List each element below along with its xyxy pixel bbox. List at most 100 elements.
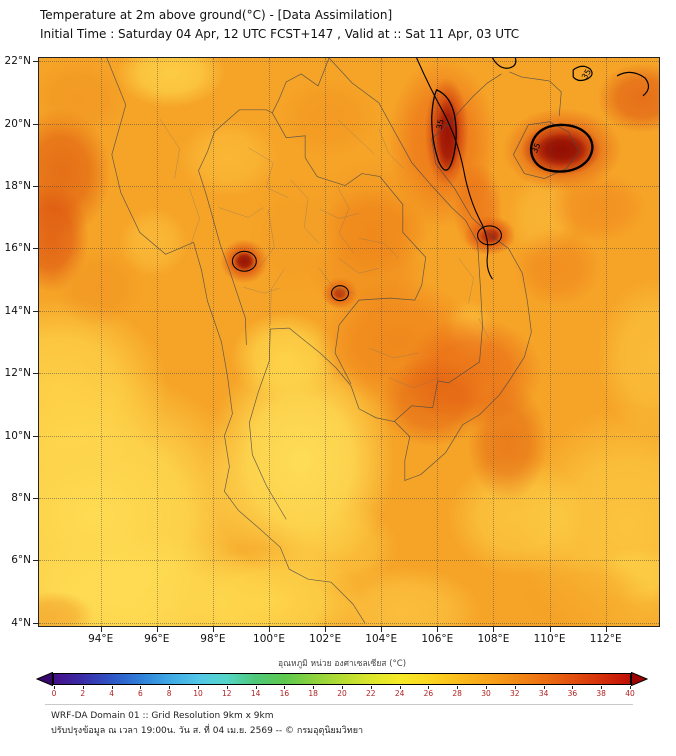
gridline-lon [437, 58, 439, 626]
colorbar-left-arrow [36, 672, 53, 686]
lat-tick-label: 12°N [4, 367, 31, 380]
colorbar-tick-label: 8 [166, 689, 172, 698]
lat-tick-mark [33, 498, 38, 500]
colorbar-tick-label: 18 [308, 689, 318, 698]
lat-tick-mark [33, 123, 38, 125]
lat-tick-label: 18°N [4, 179, 31, 192]
colorbar-tick-label: 28 [452, 689, 462, 698]
lon-tick-label: 102°E [309, 633, 342, 645]
colorbar-block: อุณหภูมิ หน่วย องศาเซลเซียส (°C) 0 2 4 6 8 10… [36, 656, 648, 702]
lat-tick-mark [33, 310, 38, 312]
colorbar-ticks: 0 2 4 6 8 10 12 14 16 18 20 22 24 26 28 30 32 34 36 38 40 [51, 686, 635, 702]
colorbar-tick-label: 0 [51, 689, 57, 698]
lon-tick-label: 112°E [589, 633, 622, 645]
lat-tick-label: 8°N [11, 492, 31, 505]
gridline-lon [493, 58, 495, 626]
figure-footer: WRF-DA Domain 01 :: Grid Resolution 9km … [45, 704, 633, 740]
colorbar-tick-label: 6 [138, 689, 143, 698]
colorbar-tick-mark [572, 686, 574, 689]
gridline-lon [269, 58, 271, 626]
gridline-lat [39, 560, 659, 562]
colorbar-tick-label: 24 [394, 689, 405, 698]
colorbar-tick-mark [630, 686, 631, 689]
gridline-lat [39, 185, 659, 187]
gridline-lat [39, 123, 659, 125]
colorbar-label: อุณหภูมิ หน่วย องศาเซลเซียส (°C) [277, 659, 407, 669]
colorbar-tick-mark [255, 686, 257, 689]
colorbar-tick-mark [342, 686, 343, 689]
footer-domain-info: WRF-DA Domain 01 :: Grid Resolution 9km … [51, 711, 274, 721]
colorbar-tick-mark [457, 686, 459, 689]
map-plot-area: 35 35 35 94°E 96°E 98°E 100°E 102°E 104°E 106°… [5, 55, 660, 645]
lat-tick-mark [33, 373, 38, 375]
gridline-lat [39, 622, 659, 624]
colorbar-tick-label: 16 [279, 689, 290, 698]
colorbar-tick-mark [601, 686, 603, 689]
colorbar-tick-label: 34 [538, 689, 549, 698]
lat-tick-mark [33, 185, 38, 187]
lon-tick-mark [549, 627, 551, 632]
colorbar-left-arrow-icon [36, 672, 53, 686]
lat-tick-mark [33, 435, 38, 437]
colorbar-tick-label: 36 [567, 689, 578, 698]
colorbar-tick-mark [486, 686, 487, 689]
map-subtitle: Initial Time : Saturday 04 Apr, 12 UTC F… [40, 27, 520, 42]
colorbar-tick-label: 40 [625, 689, 635, 698]
lon-tick-mark [381, 627, 383, 632]
lon-tick-label: 98°E [200, 633, 226, 645]
colorbar-row [36, 672, 648, 686]
lat-tick-mark [33, 560, 38, 562]
colorbar-tick-mark [140, 686, 142, 689]
gridline-lon [156, 58, 158, 626]
lat-tick-label: 20°N [4, 117, 31, 130]
gridline-lat [39, 373, 659, 375]
lat-tick-label: 4°N [11, 616, 31, 629]
colorbar-tick-label: 14 [250, 689, 261, 698]
gridline-lon [100, 58, 102, 626]
colorbar-tick-mark [514, 686, 516, 689]
colorbar-tick-label: 22 [366, 689, 376, 698]
gridline-lat [39, 248, 659, 250]
lat-tick-label: 14°N [4, 304, 31, 317]
colorbar-tick-mark [82, 686, 84, 689]
colorbar-tick-label: 4 [109, 689, 114, 698]
gridline-lon [325, 58, 327, 626]
gridline-lat [39, 61, 659, 63]
gridline-lon [381, 58, 383, 626]
lon-tick-label: 94°E [88, 633, 114, 645]
lon-tick-mark [212, 627, 214, 632]
lon-tick-label: 110°E [533, 633, 566, 645]
lat-tick-label: 16°N [4, 242, 31, 255]
colorbar-tick-label: 12 [222, 689, 232, 698]
lon-tick-mark [493, 627, 495, 632]
lat-tick-label: 10°N [4, 429, 31, 442]
lon-tick-label: 104°E [365, 633, 398, 645]
lon-tick-mark [437, 627, 439, 632]
lon-tick-mark [325, 627, 327, 632]
colorbar-right-arrow [631, 672, 648, 686]
lon-tick-label: 106°E [421, 633, 454, 645]
gridline-lat [39, 310, 659, 312]
lon-tick-label: 100°E [253, 633, 285, 645]
colorbar-tick-label: 30 [481, 689, 491, 698]
colorbar-tick-mark [111, 686, 113, 689]
colorbar-right-arrow-icon [631, 672, 648, 686]
colorbar-tick-mark [284, 686, 286, 689]
colorbar-tick-label: 10 [193, 689, 203, 698]
colorbar-tick-label: 38 [596, 689, 606, 698]
lon-tick-label: 96°E [144, 633, 170, 645]
lon-tick-mark [605, 627, 607, 632]
colorbar-tick-mark [54, 686, 55, 689]
colorbar-tick-label: 26 [423, 689, 434, 698]
lon-tick-mark [100, 627, 102, 632]
footer-update-info: ปรับปรุงข้อมูล ณ เวลา 19:00น. วัน ส. ที่… [51, 726, 364, 737]
gridline-lon [605, 58, 607, 626]
temperature-field-canvas [39, 58, 659, 626]
lat-tick-mark [33, 622, 38, 624]
colorbar-tick-label: 2 [80, 689, 86, 698]
colorbar-tick-label: 32 [510, 689, 520, 698]
colorbar-tick-mark [198, 686, 199, 689]
gridline-lat [39, 498, 659, 500]
colorbar-tick-mark [169, 686, 171, 689]
